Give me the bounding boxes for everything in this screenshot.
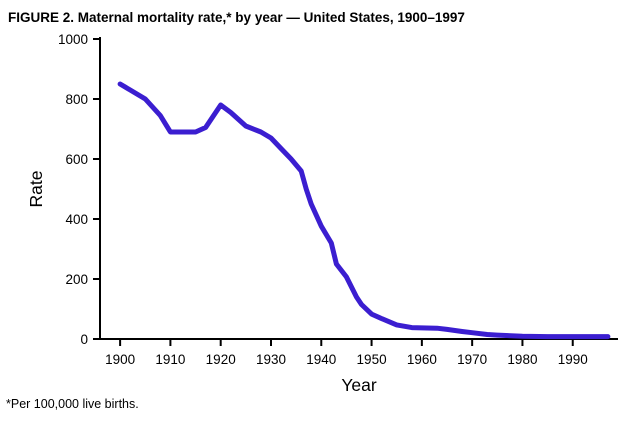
x-tick-label: 1900 <box>105 352 135 367</box>
figure-title: FIGURE 2. Maternal mortality rate,* by y… <box>8 10 465 25</box>
x-tick-label: 1950 <box>357 352 387 367</box>
y-tick-label: 200 <box>65 272 88 287</box>
x-tick-label: 1930 <box>256 352 286 367</box>
chart-svg: 0 200 400 600 800 1000 1900 1910 1920 1930 1940 195… <box>26 32 618 395</box>
x-tick-label: 1960 <box>407 352 437 367</box>
y-tick-label: 400 <box>65 212 88 227</box>
chart-area: 0 200 400 600 800 1000 1900 1910 1920 1930 1940 195… <box>0 27 635 395</box>
x-tick-label: 1990 <box>558 352 588 367</box>
y-tick-label: 1000 <box>58 32 88 47</box>
figure-footnote: *Per 100,000 live births. <box>6 397 139 411</box>
x-tick-label: 1920 <box>206 352 236 367</box>
x-tick-label: 1940 <box>306 352 336 367</box>
x-tick-label: 1980 <box>507 352 537 367</box>
y-tick-label: 600 <box>65 152 88 167</box>
mortality-rate-line <box>117 81 611 340</box>
y-axis-label: Rate <box>26 171 46 208</box>
x-axis-label: Year <box>341 375 377 395</box>
y-tick-label: 800 <box>65 92 88 107</box>
y-tick-label: 0 <box>80 332 88 347</box>
x-tick-label: 1910 <box>155 352 185 367</box>
x-tick-label: 1970 <box>457 352 487 367</box>
